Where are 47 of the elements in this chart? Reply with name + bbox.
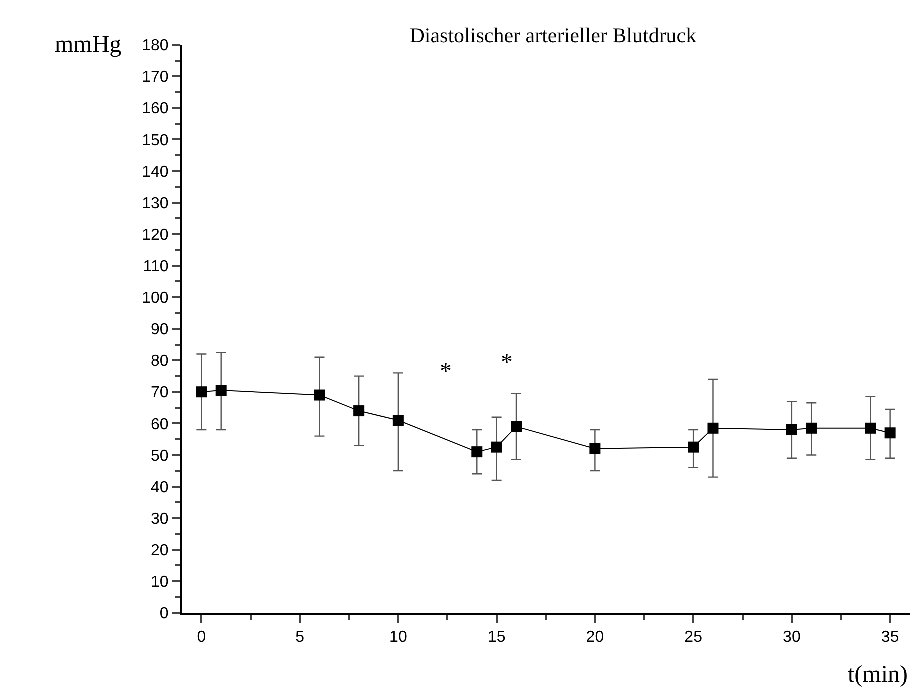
chart-title: Diastolischer arterieller Blutdruck	[410, 24, 698, 48]
x-tick-label: 0	[197, 629, 206, 646]
y-tick-label: 20	[151, 542, 169, 560]
annotation: *	[501, 350, 513, 376]
y-tick-label: 160	[142, 100, 169, 118]
point	[491, 442, 502, 453]
y-tick-label: 50	[151, 448, 169, 465]
point	[884, 428, 896, 439]
y-tick-label: 40	[151, 479, 169, 496]
point	[392, 415, 404, 426]
y-tick-label: 170	[142, 69, 169, 86]
point	[314, 390, 326, 401]
point	[354, 406, 365, 417]
point	[806, 422, 818, 434]
y-tick-label: 120	[142, 226, 169, 244]
y-tick-label: 90	[151, 322, 169, 339]
point	[865, 422, 876, 434]
x-axis-title: t(min)	[848, 662, 908, 688]
x-tick-label: 5	[296, 629, 305, 646]
point	[688, 442, 700, 453]
point	[590, 443, 601, 454]
x-tick-label: 35	[881, 629, 900, 646]
y-tick-label: 180	[142, 38, 169, 55]
y-tick-label: 10	[151, 574, 169, 592]
y-tick-label: 0	[160, 606, 169, 623]
point	[196, 386, 208, 398]
point	[708, 422, 719, 434]
x-tick-label: 30	[783, 629, 801, 646]
y-tick-label: 60	[151, 416, 169, 434]
point	[216, 385, 227, 396]
point	[472, 446, 483, 458]
y-tick-label: 150	[142, 132, 169, 150]
x-tick-label: 25	[684, 629, 703, 646]
point	[510, 421, 522, 432]
y-tick-label: 80	[151, 353, 169, 370]
y-tick-label: 110	[143, 258, 169, 276]
y-tick-label: 130	[142, 195, 169, 212]
y-tick-label: 140	[142, 164, 169, 181]
x-tick-label: 10	[390, 629, 408, 646]
annotation: *	[440, 359, 452, 385]
x-tick-label: 20	[586, 629, 604, 646]
y-axis-title: mmHg	[55, 32, 122, 58]
x-tick-label: 15	[488, 629, 506, 646]
y-tick-label: 70	[151, 384, 169, 402]
y-tick-label: 100	[142, 290, 169, 308]
point	[786, 424, 798, 436]
y-tick-label: 30	[151, 510, 169, 528]
